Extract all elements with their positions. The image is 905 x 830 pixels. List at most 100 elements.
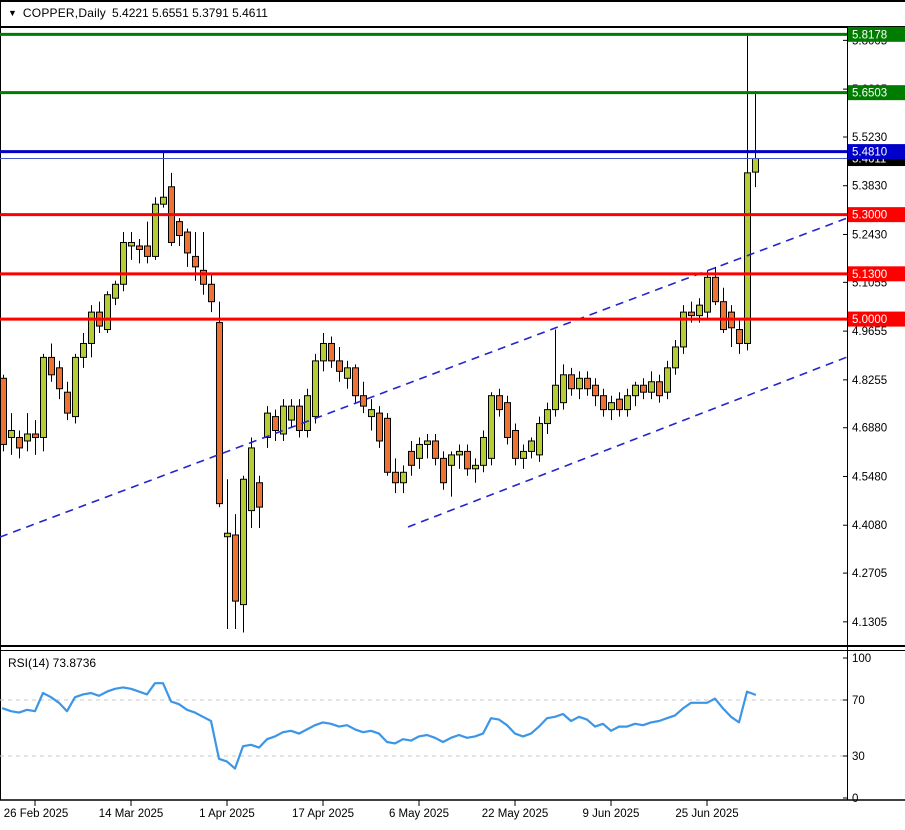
candle [256, 475, 263, 529]
candle-body-bear [376, 412, 383, 442]
candle [704, 270, 711, 320]
candle [608, 395, 615, 421]
candle-body-bull [104, 294, 111, 331]
candle [512, 423, 519, 466]
candle-body-bull [8, 430, 15, 438]
candle-body-bear [392, 471, 399, 484]
candle-body-bull [248, 447, 255, 512]
price-tick-label: 4.1305 [852, 617, 887, 629]
candle [288, 399, 295, 428]
candle [248, 437, 255, 529]
candle [624, 388, 631, 417]
candle-body-bull [400, 471, 407, 484]
candle [144, 221, 151, 264]
candle [568, 367, 575, 396]
candle [64, 381, 71, 421]
candle-body-bear [176, 221, 183, 237]
candle [152, 197, 159, 260]
candle [224, 479, 231, 629]
candle-body-bear [200, 269, 207, 285]
candle [448, 451, 455, 497]
candle-body-bear [296, 405, 303, 432]
candle-body-bull [744, 172, 751, 344]
candle [752, 90, 759, 188]
candle-body-bear [232, 534, 239, 602]
candles-series [0, 33, 759, 633]
candle-body-bear [56, 367, 63, 390]
price-tag-5.8178: 5.8178 [848, 26, 905, 42]
candle-body-bear [64, 391, 71, 414]
price-tick-label: 4.5480 [852, 471, 887, 483]
candle [176, 218, 183, 246]
trend-channel [0, 217, 848, 538]
candle-body-bear [408, 450, 415, 466]
candle [48, 343, 55, 382]
candle [664, 360, 671, 400]
candle-body-bull [752, 158, 759, 173]
candle [360, 381, 367, 414]
candle-body-bear [208, 283, 215, 303]
candle-body-bear [0, 377, 7, 445]
price-tick-label: 4.9655 [852, 326, 887, 338]
date-label: 25 Jun 2025 [675, 808, 738, 820]
candle [296, 399, 303, 438]
price-tick-label: 4.8255 [852, 375, 887, 387]
candle-body-bear [600, 395, 607, 411]
price-tag-5.3000: 5.3000 [848, 207, 905, 223]
candle [88, 305, 95, 358]
candle [472, 458, 479, 483]
candle-body-bear [352, 367, 359, 397]
candle-body-bear [432, 440, 439, 459]
rsi-tick-label: 100 [852, 653, 871, 665]
candle [496, 388, 503, 417]
candle-body-bear [720, 301, 727, 331]
candle-body-bull [120, 241, 127, 285]
candle [632, 381, 639, 407]
candle [344, 360, 351, 389]
candle-body-bull [112, 283, 119, 299]
window-frame [0, 0, 905, 801]
candle-body-bull [264, 412, 271, 438]
candle [744, 33, 751, 351]
candle-body-bull [40, 356, 47, 438]
candle [640, 378, 647, 400]
candle [312, 353, 319, 424]
candle [232, 514, 239, 629]
candle-body-bull [24, 433, 31, 442]
price-axis: 5.80055.66055.52305.38305.24305.10554.96… [843, 26, 905, 629]
rsi-tick-label: 0 [852, 793, 858, 805]
candle-body-bear [688, 311, 695, 317]
symbol-dropdown-icon[interactable]: ▼ [8, 7, 17, 18]
candle [544, 402, 551, 434]
candle [104, 291, 111, 334]
candle-body-bear [584, 377, 591, 390]
candle-body-bull [320, 342, 327, 362]
candle [528, 437, 535, 459]
candle [32, 420, 39, 455]
candle [456, 444, 463, 469]
price-tag-5.4810: 5.4810 [848, 144, 905, 160]
trendline-channel-upper[interactable] [0, 217, 848, 538]
price-tag-box [848, 207, 905, 223]
candle [128, 232, 135, 260]
candle-body-bull [472, 464, 479, 470]
date-label: 17 Apr 2025 [292, 808, 354, 820]
trendline-channel-lower[interactable] [407, 356, 848, 528]
candle-body-bear [568, 374, 575, 390]
candle-body-bear [144, 245, 151, 257]
candle [328, 336, 335, 368]
chart-title-bar: ▼ COPPER,Daily 5.4221 5.6551 5.3791 5.46… [0, 0, 905, 26]
candle-body-bull [480, 436, 487, 466]
candle-body-bull [280, 405, 287, 435]
price-tag-box [848, 144, 905, 160]
time-axis: 26 Feb 2025 14 Mar 2025 1 Apr 2025 17 Apr 2… [4, 800, 739, 820]
candle [376, 406, 383, 448]
candle [736, 319, 743, 354]
candle-body-bull [288, 405, 295, 421]
candle [400, 465, 407, 494]
candle-body-bear [384, 417, 391, 473]
price-tag-box [848, 26, 905, 42]
date-label: 9 Jun 2025 [583, 808, 640, 820]
candle [584, 371, 591, 396]
